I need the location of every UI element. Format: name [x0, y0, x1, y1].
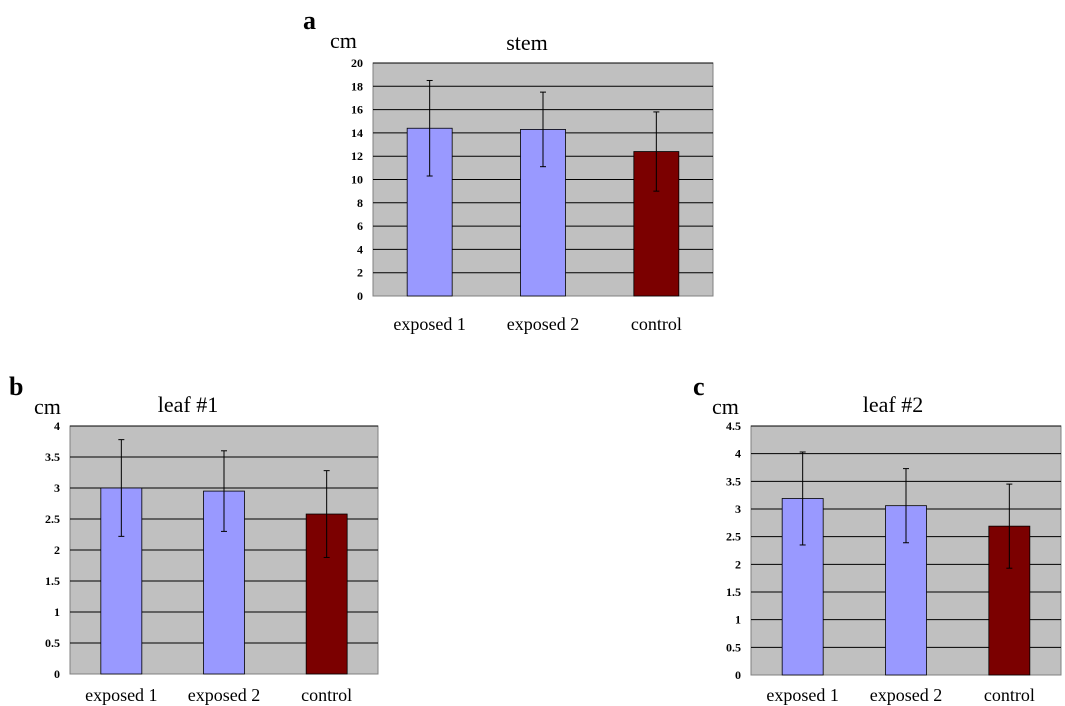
x-tick-label: exposed 2 — [507, 314, 579, 334]
y-tick-label: 20 — [351, 56, 363, 70]
y-tick-label: 12 — [351, 149, 363, 163]
chart-title: leaf #2 — [863, 392, 923, 417]
y-tick-label: 0 — [54, 667, 60, 681]
y-tick-label: 2.5 — [45, 512, 60, 526]
x-tick-label: control — [301, 685, 352, 705]
y-axis-unit: cm — [330, 28, 357, 53]
y-tick-label: 2 — [357, 266, 363, 280]
x-tick-label: exposed 1 — [393, 314, 465, 334]
y-tick-label: 0 — [735, 668, 741, 682]
y-tick-label: 3 — [54, 481, 60, 495]
y-tick-label: 0.5 — [45, 636, 60, 650]
x-tick-label: control — [984, 685, 1035, 705]
y-tick-label: 2 — [735, 557, 741, 571]
panel-letter: b — [9, 372, 23, 401]
panel-letter: a — [303, 6, 316, 35]
y-tick-label: 8 — [357, 196, 363, 210]
x-tick-label: exposed 1 — [85, 685, 157, 705]
y-tick-label: 3.5 — [726, 474, 741, 488]
y-tick-label: 18 — [351, 79, 363, 93]
y-tick-label: 1.5 — [45, 574, 60, 588]
chart-panel-a: acm stem 0 2 4 6 8 10 12 14 16 18 20 exposed 1 exposed… — [303, 6, 714, 334]
chart-panel-c: ccm leaf #2 0 0.5 1 1.5 2 2.5 3 3.5 4 4.5 exposed 1 e… — [693, 372, 1062, 705]
x-tick-label: exposed 2 — [188, 685, 260, 705]
x-tick-label: exposed 1 — [766, 685, 838, 705]
y-tick-label: 4 — [357, 242, 363, 256]
y-tick-label: 1 — [735, 613, 741, 627]
chart-title: stem — [506, 30, 548, 55]
panel-letter: c — [693, 372, 705, 401]
y-tick-label: 3 — [735, 502, 741, 516]
y-tick-label: 2.5 — [726, 530, 741, 544]
y-tick-label: 10 — [351, 173, 363, 187]
chart-title: leaf #1 — [158, 392, 218, 417]
x-tick-label: exposed 2 — [870, 685, 942, 705]
y-tick-label: 3.5 — [45, 450, 60, 464]
x-tick-label: control — [631, 314, 682, 334]
y-tick-label: 16 — [351, 103, 363, 117]
y-tick-label: 4 — [54, 419, 60, 433]
y-tick-label: 1.5 — [726, 585, 741, 599]
y-tick-label: 0.5 — [726, 640, 741, 654]
bar — [988, 525, 1031, 676]
y-tick-label: 1 — [54, 605, 60, 619]
y-tick-label: 2 — [54, 543, 60, 557]
y-tick-label: 0 — [357, 289, 363, 303]
chart-panel-b: bcm leaf #1 0 0.5 1 1.5 2 2.5 3 3.5 4 exposed 1 expo… — [9, 372, 379, 705]
y-tick-label: 4 — [735, 447, 741, 461]
y-tick-label: 14 — [351, 126, 363, 140]
y-axis-unit: cm — [34, 394, 61, 419]
y-axis-unit: cm — [712, 394, 739, 419]
y-tick-label: 4.5 — [726, 419, 741, 433]
bar — [885, 505, 927, 676]
y-tick-label: 6 — [357, 219, 363, 233]
